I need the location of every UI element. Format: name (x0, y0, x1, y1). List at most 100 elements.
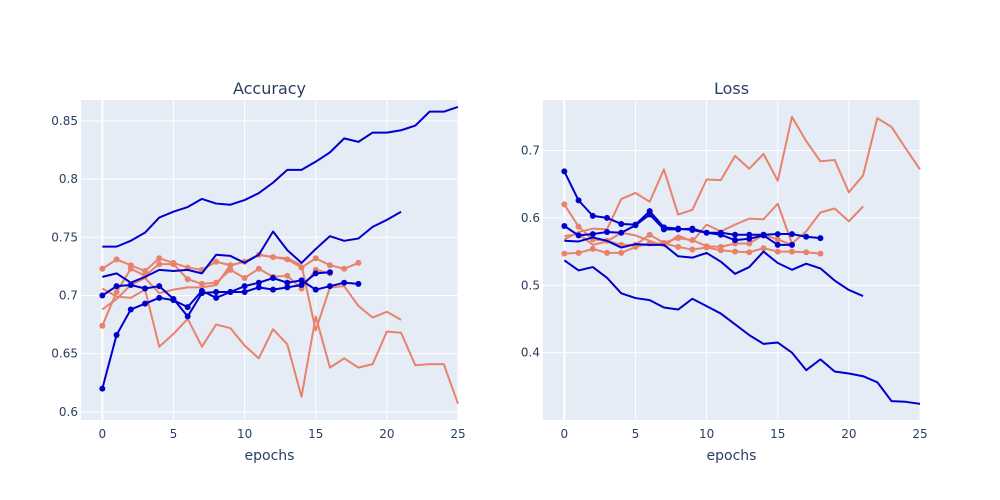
blue-data-point (732, 237, 739, 244)
y-tick-label: 0.75 (51, 230, 78, 244)
blue-data-point (198, 287, 205, 294)
orange-data-point (717, 243, 724, 250)
orange-data-point (803, 249, 810, 256)
orange-data-point (156, 261, 163, 268)
x-tick-label: 25 (450, 427, 465, 441)
blue-series-line (564, 236, 864, 297)
plot-area (543, 100, 920, 420)
blue-data-point (227, 289, 234, 295)
y-tick-label: 0.7 (521, 144, 540, 158)
blue-data-point (170, 297, 177, 304)
orange-data-point (284, 256, 291, 263)
x-tick-label: 15 (308, 427, 323, 441)
blue-data-point (689, 227, 696, 234)
orange-series-line (563, 115, 921, 241)
blue-data-point (788, 231, 795, 238)
orange-data-point (255, 265, 262, 272)
orange-data-point (270, 254, 277, 261)
blue-data-point (241, 283, 248, 290)
blue-series-line (102, 210, 402, 284)
y-tick-label: 0.6 (59, 405, 78, 419)
orange-data-point (156, 255, 163, 262)
y-tick-label: 0.4 (521, 346, 540, 360)
orange-data-point (618, 249, 625, 256)
series-layer (99, 106, 459, 405)
orange-data-point (127, 265, 134, 272)
blue-data-point (589, 212, 596, 219)
y-tick-label: 0.65 (51, 347, 78, 361)
loss-panel: 0 5 10 15 20 25 0.4 0.5 0.6 0.7 Loss epochs (521, 79, 928, 464)
blue-data-point (270, 286, 277, 293)
orange-data-point (575, 249, 582, 256)
orange-series-line (564, 202, 864, 248)
blue-data-point (142, 300, 149, 307)
orange-data-point (746, 240, 753, 247)
orange-data-point (113, 289, 120, 295)
blue-data-point (632, 221, 639, 228)
x-axis-label: epochs (245, 448, 295, 464)
blue-data-point (788, 241, 795, 248)
blue-data-point (618, 229, 625, 236)
tick-labels: 0 5 10 15 20 25 0.4 0.5 0.6 0.7 (521, 144, 928, 441)
orange-data-point (113, 256, 120, 263)
orange-data-point (142, 268, 149, 275)
orange-data-point (774, 248, 781, 255)
tick-labels: 0 5 10 15 20 25 0.6 0.65 0.7 0.75 0.8 0.85 (51, 114, 465, 441)
orange-data-point (689, 246, 696, 253)
blue-data-point (255, 279, 262, 286)
blue-data-point (774, 231, 781, 238)
blue-data-point (312, 286, 319, 293)
orange-data-point (675, 243, 682, 250)
blue-data-point (213, 289, 220, 295)
orange-data-point (646, 231, 653, 238)
orange-data-point (675, 235, 682, 242)
blue-data-point (113, 283, 120, 290)
orange-data-point (760, 245, 767, 252)
blue-data-point (341, 279, 348, 286)
orange-data-point (589, 245, 596, 252)
series-layer (561, 115, 921, 405)
blue-data-point (298, 277, 305, 284)
orange-data-point (746, 249, 753, 256)
blue-data-point (717, 231, 724, 238)
blue-series-line (563, 259, 921, 405)
blue-data-point (99, 292, 106, 299)
blue-data-point (575, 197, 582, 204)
blue-data-point (675, 225, 682, 232)
orange-data-point (355, 259, 362, 266)
blue-data-point (817, 235, 824, 242)
x-tick-label: 10 (699, 427, 714, 441)
orange-data-point (326, 262, 333, 269)
accuracy-panel: 0 5 10 15 20 25 0.6 0.65 0.7 0.75 0.8 0.85 Accuracy… (51, 79, 465, 464)
x-tick-label: 0 (99, 427, 107, 441)
y-tick-label: 0.6 (521, 211, 540, 225)
blue-data-point (355, 280, 362, 287)
blue-data-point (326, 283, 333, 290)
blue-data-point (284, 279, 291, 286)
x-axis-label: epochs (707, 448, 757, 464)
blue-data-point (156, 294, 163, 301)
blue-data-point (803, 233, 810, 240)
orange-data-point (817, 250, 824, 257)
blue-data-point (241, 289, 248, 295)
blue-data-point (774, 241, 781, 248)
x-tick-label: 5 (632, 427, 640, 441)
orange-data-point (298, 264, 305, 271)
blue-data-point (184, 304, 191, 311)
x-tick-label: 15 (770, 427, 785, 441)
y-tick-label: 0.85 (51, 114, 78, 128)
blue-data-point (732, 231, 739, 238)
orange-data-point (788, 248, 795, 255)
x-tick-label: 20 (379, 427, 394, 441)
orange-data-point (170, 261, 177, 268)
y-tick-label: 0.8 (59, 172, 78, 186)
blue-data-point (575, 232, 582, 239)
gridlines (81, 100, 459, 420)
blue-data-point (561, 222, 568, 229)
y-tick-label: 0.7 (59, 288, 78, 302)
blue-data-point (326, 269, 333, 276)
blue-data-point (618, 220, 625, 227)
orange-data-point (561, 201, 568, 208)
blue-data-point (703, 229, 710, 236)
